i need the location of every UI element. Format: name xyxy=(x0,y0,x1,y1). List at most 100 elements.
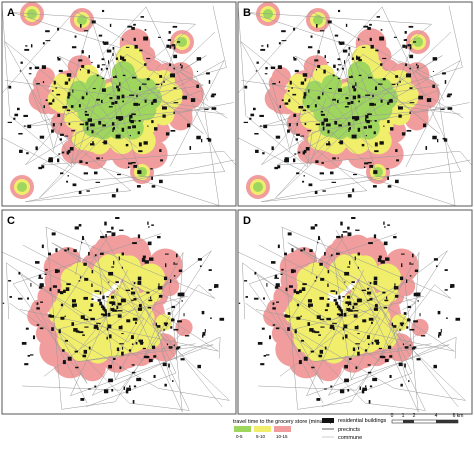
residential-building xyxy=(151,120,154,124)
residential-building xyxy=(129,134,131,137)
residential-building xyxy=(265,67,268,70)
residential-building xyxy=(137,276,142,281)
residential-building xyxy=(288,285,293,288)
residential-building xyxy=(176,41,181,43)
residential-building xyxy=(361,389,365,394)
residential-building xyxy=(106,296,109,298)
residential-building xyxy=(300,315,302,317)
residential-building xyxy=(117,173,121,176)
residential-building xyxy=(366,299,370,301)
commune-boundary xyxy=(12,233,162,384)
residential-building xyxy=(34,66,40,70)
residential-building xyxy=(374,142,378,147)
residential-building xyxy=(372,185,377,188)
commune-boundary xyxy=(260,79,471,203)
residential-building xyxy=(254,271,257,275)
residential-building xyxy=(67,174,69,177)
residential-building xyxy=(352,347,356,352)
residential-building xyxy=(357,266,359,269)
residential-building xyxy=(374,120,377,122)
residential-building xyxy=(383,221,385,225)
residential-building xyxy=(84,277,89,281)
residential-building xyxy=(314,224,318,227)
residential-building xyxy=(151,101,154,105)
residential-building xyxy=(190,98,196,102)
residential-building xyxy=(118,256,120,261)
residential-building xyxy=(9,296,12,298)
legend-title: travel time to the grocery store (minute… xyxy=(233,419,332,425)
residential-building xyxy=(281,99,284,101)
residential-building xyxy=(401,253,405,255)
residential-building xyxy=(167,39,171,42)
residential-building xyxy=(433,258,438,261)
residential-building xyxy=(107,324,112,329)
residential-building xyxy=(332,322,337,324)
residential-building xyxy=(317,242,319,244)
residential-building xyxy=(147,221,149,225)
residential-building xyxy=(170,73,176,78)
residential-building xyxy=(324,309,328,312)
residential-building xyxy=(100,252,104,255)
residential-building xyxy=(303,356,308,361)
commune-boundary xyxy=(2,251,145,404)
residential-building xyxy=(409,262,411,264)
residential-building xyxy=(337,9,341,13)
residential-building xyxy=(363,166,366,169)
residential-building xyxy=(7,121,12,124)
commune-boundary xyxy=(101,90,225,206)
residential-building xyxy=(177,346,181,349)
residential-building xyxy=(74,226,79,230)
map-panel xyxy=(238,210,472,414)
residential-building xyxy=(146,78,150,81)
residential-building xyxy=(88,346,91,350)
residential-building xyxy=(347,101,351,105)
residential-building xyxy=(344,106,349,108)
residential-building xyxy=(137,131,140,135)
residential-building xyxy=(123,386,126,390)
residential-building xyxy=(79,160,83,164)
residential-building xyxy=(395,149,398,153)
residential-building xyxy=(368,242,373,245)
residential-building xyxy=(344,364,348,369)
residential-building xyxy=(326,317,331,321)
residential-building xyxy=(284,157,289,161)
residential-building xyxy=(341,313,343,317)
residential-building xyxy=(8,85,12,89)
residential-building xyxy=(97,299,101,302)
residential-building xyxy=(109,97,113,100)
residential-building xyxy=(142,255,146,259)
residential-building xyxy=(41,244,44,249)
residential-building xyxy=(96,98,100,101)
residential-building xyxy=(214,284,219,288)
residential-building xyxy=(377,258,382,262)
residential-building xyxy=(367,287,370,290)
residential-building xyxy=(146,57,151,60)
residential-building xyxy=(91,283,93,287)
residential-building xyxy=(336,252,340,255)
residential-building xyxy=(268,335,272,340)
travel-zone xyxy=(263,305,285,327)
residential-building xyxy=(382,78,386,81)
residential-building xyxy=(133,164,138,168)
travel-zone xyxy=(253,182,263,192)
residential-building xyxy=(121,333,124,335)
residential-building xyxy=(402,44,406,48)
residential-building xyxy=(417,299,419,302)
residential-building xyxy=(357,127,361,132)
residential-building xyxy=(144,260,149,264)
commune-boundary xyxy=(276,59,472,167)
residential-building xyxy=(358,100,360,103)
residential-building xyxy=(432,70,434,72)
residential-building xyxy=(387,185,392,188)
residential-building xyxy=(162,362,167,367)
residential-building xyxy=(272,324,276,326)
residential-building xyxy=(153,127,158,131)
residential-building xyxy=(347,122,351,126)
scale-label: 6 km xyxy=(453,413,464,419)
residential-building xyxy=(64,339,69,342)
residential-building xyxy=(368,76,373,79)
residential-building xyxy=(131,371,136,374)
residential-building xyxy=(69,147,74,151)
residential-building xyxy=(330,290,336,292)
residential-building xyxy=(385,257,390,261)
